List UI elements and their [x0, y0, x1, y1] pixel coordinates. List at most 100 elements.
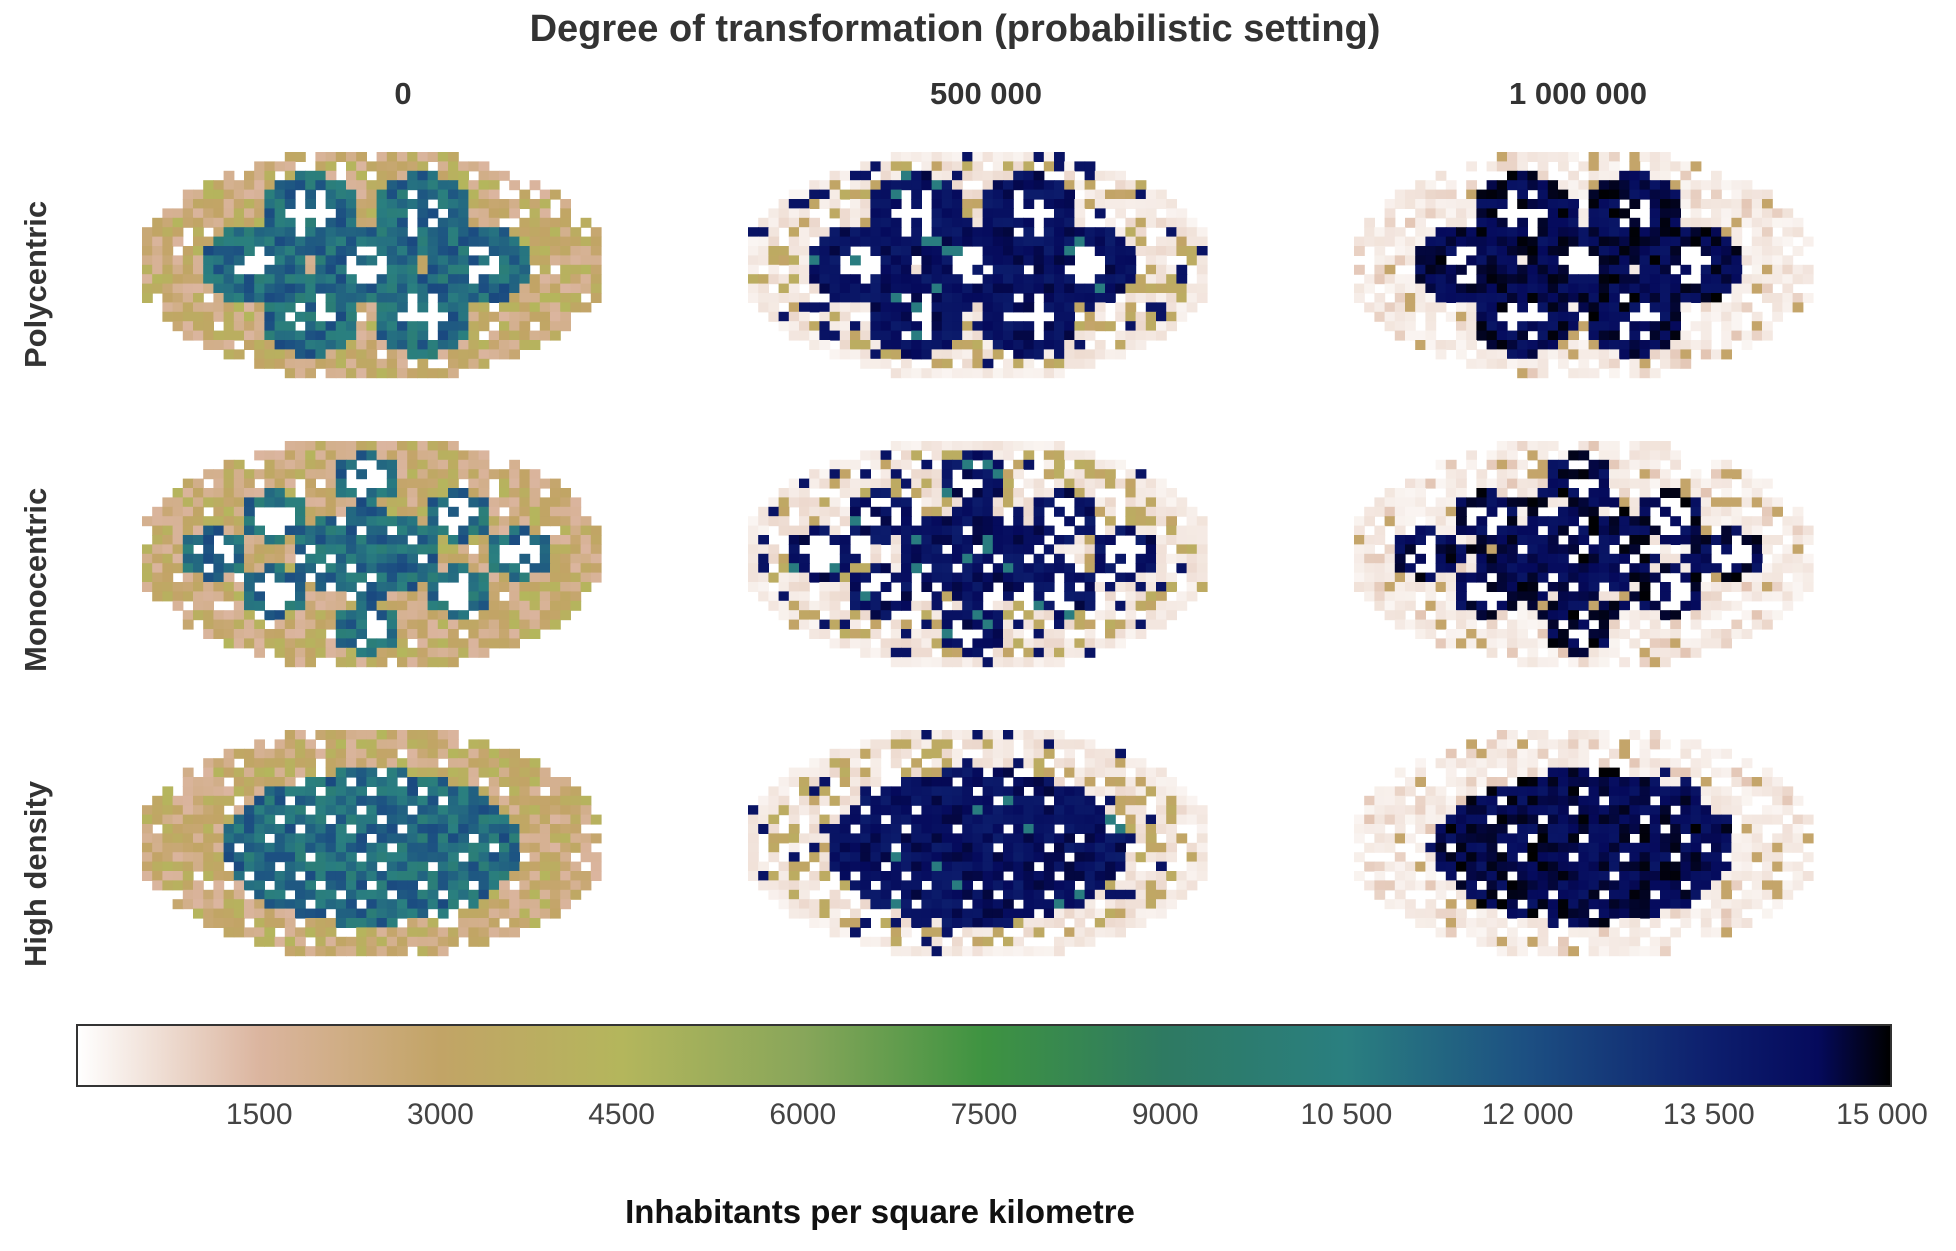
heatmap-cell: [356, 368, 367, 379]
heatmap-cell: [223, 274, 235, 285]
heatmap-cell: [1772, 553, 1783, 564]
heatmap-cell: [356, 619, 367, 630]
heatmap-cell: [162, 563, 174, 574]
heatmap-cell: [346, 441, 357, 451]
heatmap-cell: [356, 748, 367, 759]
heatmap-cell: [203, 814, 214, 825]
heatmap-cell: [931, 657, 943, 668]
heatmap-cell: [1094, 478, 1106, 489]
heatmap-cell: [1135, 293, 1147, 303]
heatmap-cell: [1588, 189, 1600, 200]
heatmap-cell: [1156, 236, 1167, 247]
heatmap-cell: [407, 161, 418, 172]
heatmap-cell: [488, 861, 500, 872]
heatmap-cell: [1517, 321, 1528, 332]
heatmap-cell: [1527, 349, 1539, 360]
heatmap-cell: [1415, 246, 1426, 256]
heatmap-cell: [509, 227, 520, 238]
heatmap-cell: [1374, 227, 1386, 238]
heatmap-cell: [1135, 189, 1147, 200]
heatmap-cell: [850, 553, 861, 564]
heatmap-cell: [386, 330, 398, 341]
heatmap-cell: [1405, 189, 1416, 200]
heatmap-cell: [1660, 283, 1671, 294]
heatmap-cell: [921, 264, 933, 275]
heatmap-cell: [1394, 302, 1406, 313]
heatmap-cell: [1084, 478, 1096, 489]
heatmap-cell: [325, 293, 337, 303]
heatmap-cell: [1435, 293, 1447, 303]
heatmap-cell: [590, 293, 602, 303]
heatmap-cell: [386, 349, 398, 360]
heatmap-cell: [142, 572, 153, 583]
heatmap-cell: [1415, 227, 1426, 238]
heatmap-cell: [1731, 264, 1743, 275]
heatmap-cell: [799, 321, 810, 332]
heatmap-cell: [295, 497, 306, 508]
heatmap-cell: [1156, 619, 1167, 630]
heatmap-cell: [1588, 227, 1600, 238]
heatmap-cell: [519, 227, 531, 238]
heatmap-cell: [1456, 610, 1467, 621]
heatmap-cell: [941, 506, 953, 517]
heatmap-cell: [880, 321, 892, 332]
heatmap-cell: [1486, 330, 1498, 341]
heatmap-cell: [233, 349, 245, 360]
heatmap-cell: [264, 758, 276, 769]
heatmap-cell: [264, 264, 276, 275]
heatmap-cell: [417, 208, 429, 219]
heatmap-cell: [1425, 619, 1437, 630]
heatmap-cell: [1084, 302, 1096, 313]
heatmap-cell: [315, 516, 327, 527]
heatmap-cell: [213, 255, 225, 266]
heatmap-cell: [901, 497, 912, 508]
heatmap-cell: [417, 525, 429, 536]
heatmap-cell: [366, 450, 378, 461]
heatmap-cell: [570, 582, 582, 592]
heatmap-cell: [1507, 629, 1518, 639]
heatmap-cell: [1517, 629, 1528, 639]
heatmap-cell: [839, 340, 851, 350]
heatmap-cell: [1156, 553, 1167, 564]
heatmap-cell: [325, 459, 337, 470]
heatmap-cell: [890, 469, 902, 480]
heatmap-cell: [244, 563, 255, 574]
heatmap-cell: [1415, 302, 1426, 313]
heatmap-cell: [448, 227, 459, 238]
heatmap-cell: [284, 748, 296, 759]
heatmap-cell: [1415, 572, 1426, 583]
heatmap-cell: [788, 497, 800, 508]
heatmap-cell: [1043, 255, 1055, 266]
heatmap-cell: [570, 786, 582, 797]
heatmap-cell: [1517, 368, 1528, 379]
heatmap-cell: [468, 638, 480, 649]
heatmap-cell: [499, 600, 510, 611]
heatmap-cell: [244, 544, 255, 555]
heatmap-cell: [1186, 553, 1198, 564]
heatmap-cell: [1064, 246, 1075, 256]
heatmap-cell: [1125, 488, 1137, 498]
heatmap-cell: [1156, 274, 1167, 285]
heatmap-cell: [1578, 619, 1590, 630]
heatmap-cell: [1033, 572, 1045, 583]
heatmap-cell: [1547, 236, 1559, 247]
heatmap-cell: [478, 450, 490, 461]
heatmap-cell: [539, 330, 551, 341]
heatmap-cell: [244, 880, 255, 891]
heatmap-cell: [397, 170, 408, 181]
heatmap-cell: [264, 302, 276, 313]
heatmap-cell: [397, 795, 408, 806]
heatmap-cell: [1354, 236, 1365, 247]
heatmap-cell: [366, 591, 378, 602]
heatmap-cell: [1690, 600, 1702, 611]
heatmap-cell: [550, 842, 561, 853]
heatmap-cell: [539, 227, 551, 238]
heatmap-cell: [819, 525, 831, 536]
heatmap-cell: [509, 321, 520, 332]
heatmap-cell: [305, 786, 316, 797]
heatmap-cell: [346, 805, 357, 816]
heatmap-cell: [325, 824, 337, 834]
heatmap-cell: [264, 293, 276, 303]
heatmap-cell: [1013, 629, 1024, 639]
heatmap-cell: [1064, 302, 1075, 313]
